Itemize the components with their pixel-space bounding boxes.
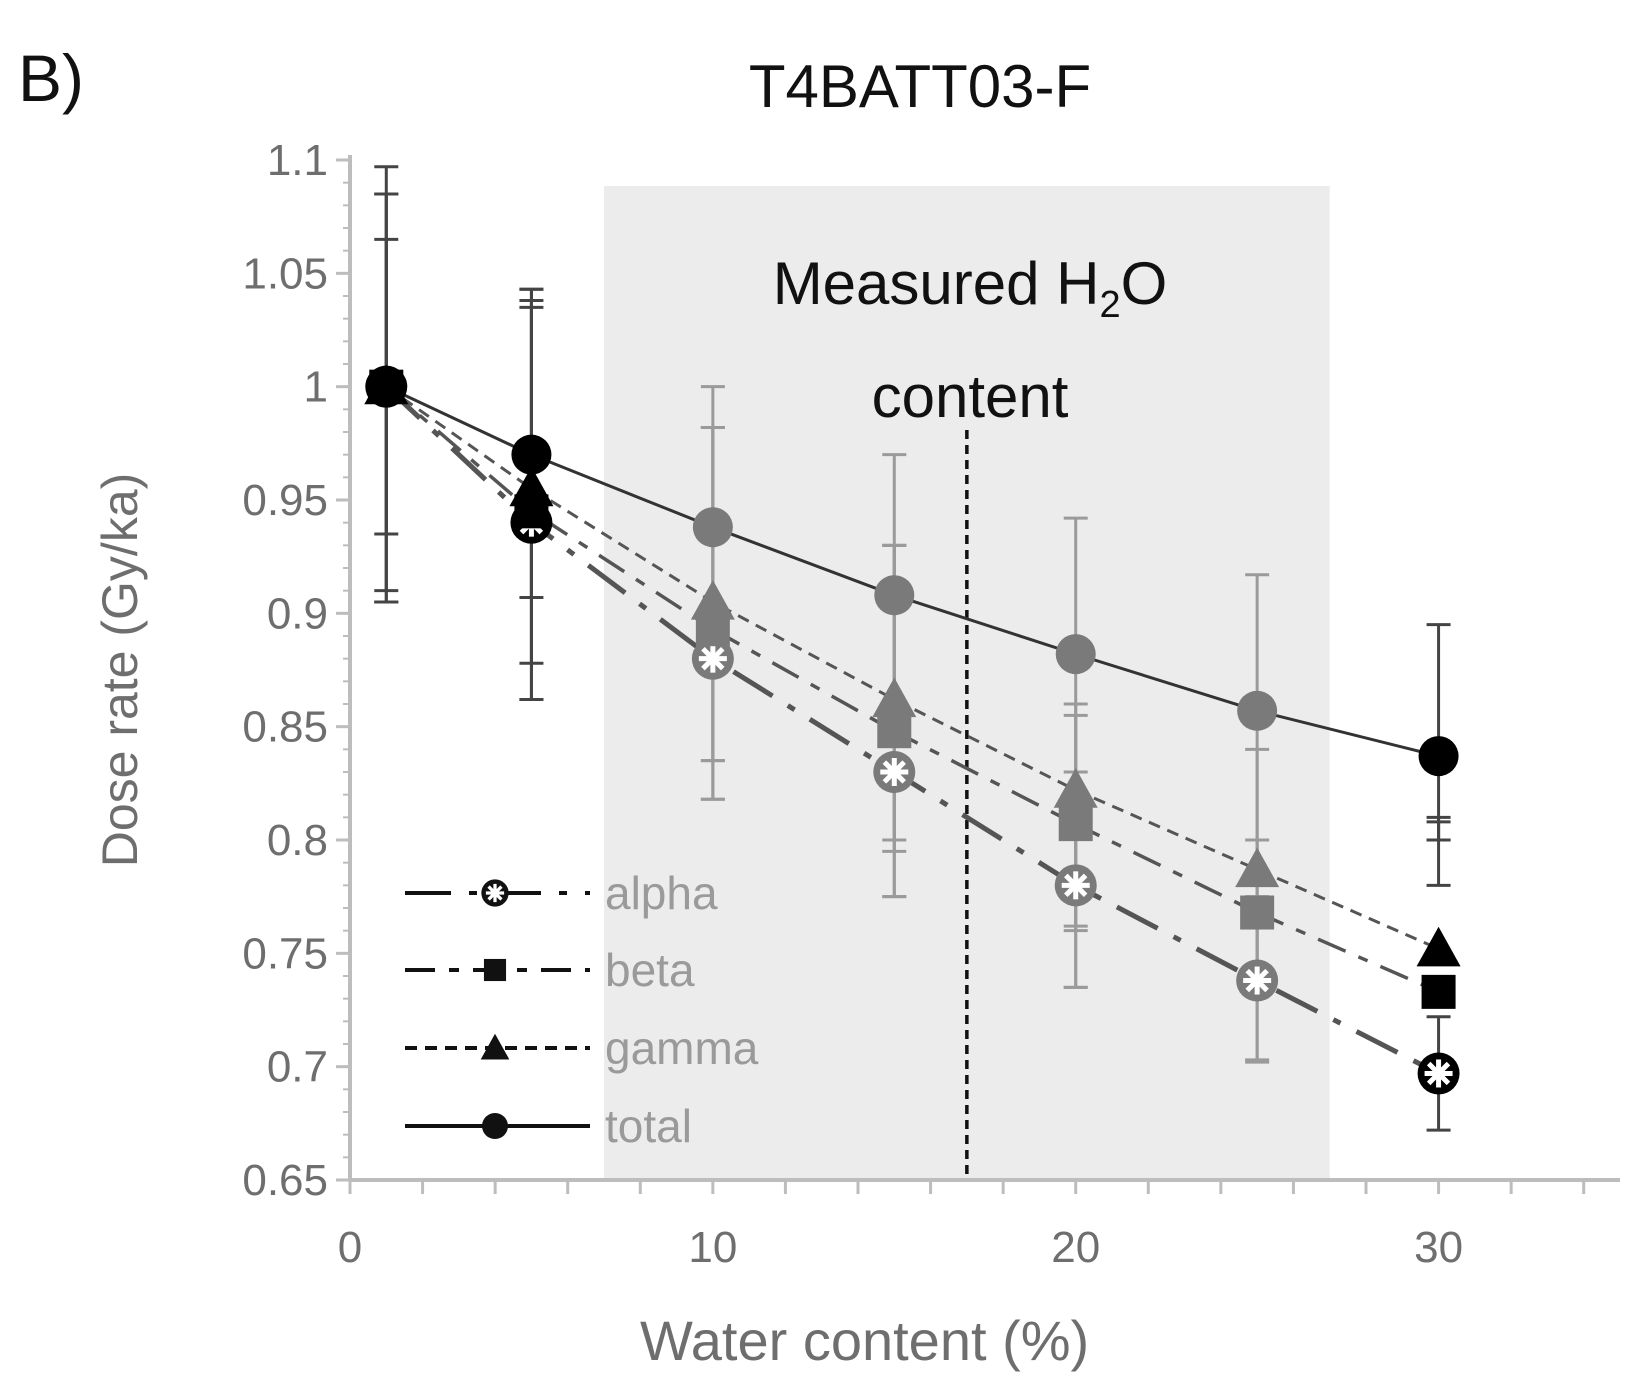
y-tick-label: 1 — [304, 363, 328, 412]
x-tick-label: 0 — [338, 1223, 362, 1272]
marker-alpha — [1417, 1052, 1460, 1095]
y-tick-label: 1.1 — [267, 136, 328, 185]
marker-total — [874, 575, 915, 616]
marker-beta — [1240, 895, 1275, 930]
marker-alpha — [1236, 959, 1279, 1002]
marker-gamma — [1235, 847, 1280, 888]
legend-label-gamma: gamma — [605, 1022, 759, 1074]
legend-marker-beta — [483, 958, 507, 982]
marker-beta — [1421, 974, 1456, 1009]
legend-marker-alpha — [481, 879, 509, 907]
y-tick-label: 0.85 — [242, 703, 328, 752]
marker-total — [692, 507, 733, 548]
y-tick-label: 0.9 — [267, 589, 328, 638]
x-tick-label: 30 — [1414, 1223, 1463, 1272]
marker-total — [511, 434, 552, 475]
y-tick-label: 0.75 — [242, 929, 328, 978]
annotation-tail: O — [1120, 250, 1168, 317]
legend-label-alpha: alpha — [605, 867, 718, 919]
marker-beta — [1058, 807, 1093, 842]
marker-gamma — [1053, 768, 1098, 808]
legend-item-beta: beta — [405, 944, 695, 996]
x-tick-label: 20 — [1051, 1223, 1100, 1272]
marker-total — [1237, 690, 1278, 731]
measured-water-annotation: Measured H2O content — [650, 238, 1290, 443]
y-tick-label: 0.95 — [242, 476, 328, 525]
y-axis-label: Dose rate (Gy/ka) — [92, 472, 148, 868]
marker-gamma — [1416, 926, 1461, 967]
panel-label: B) — [18, 41, 84, 115]
legend-item-gamma: gamma — [405, 1022, 759, 1074]
legend-marker-total — [482, 1113, 508, 1139]
error-bar-total — [1063, 516, 1088, 989]
x-tick-label: 10 — [688, 1223, 737, 1272]
marker-beta — [877, 714, 912, 749]
measured-range-shade — [604, 186, 1330, 1180]
x-axis-label: Water content (%) — [640, 1309, 1090, 1372]
y-tick-label: 0.7 — [267, 1043, 328, 1092]
annotation-line-2: content — [871, 363, 1069, 430]
chart-title: T4BATT03-F — [748, 53, 1092, 120]
annotation-text: Measured H — [772, 250, 1100, 317]
marker-gamma — [690, 580, 735, 620]
legend-marker-gamma — [480, 1033, 510, 1060]
y-tick-label: 0.8 — [267, 816, 328, 865]
marker-alpha — [1054, 864, 1097, 907]
marker-alpha — [873, 751, 916, 793]
marker-total — [366, 366, 407, 407]
annotation-line-1: Measured H2O — [650, 238, 1290, 351]
marker-total — [1418, 736, 1459, 777]
legend-label-beta: beta — [605, 944, 695, 996]
y-tick-label: 1.05 — [242, 249, 328, 298]
error-bar-total — [882, 453, 907, 899]
legend-item-total: total — [405, 1100, 692, 1152]
marker-gamma — [509, 466, 554, 507]
error-bar-total — [1426, 623, 1451, 842]
marker-alpha — [691, 637, 734, 680]
marker-gamma — [872, 677, 917, 718]
y-tick-label: 0.65 — [242, 1156, 328, 1205]
legend-item-alpha: alpha — [405, 867, 718, 919]
marker-total — [1055, 634, 1096, 675]
legend-label-total: total — [605, 1100, 692, 1152]
annotation-subscript: 2 — [1099, 284, 1121, 326]
